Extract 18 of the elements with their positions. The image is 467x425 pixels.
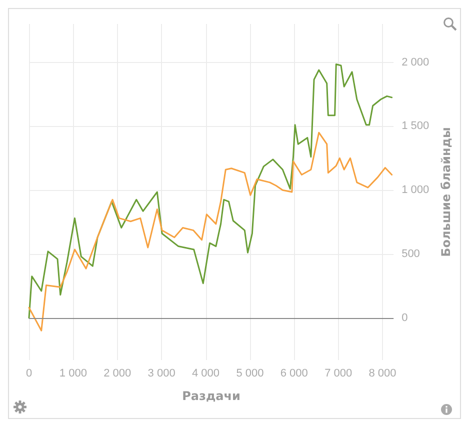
- line-series: [28, 63, 393, 319]
- y-axis-title: Большие блайнды: [439, 127, 453, 257]
- x-tick-label: 6 000: [280, 368, 308, 380]
- x-tick-label: 8 000: [368, 368, 396, 380]
- x-tick-label: 2 000: [104, 368, 132, 380]
- x-tick-label: 7 000: [324, 368, 352, 380]
- x-tick-label: 0: [26, 368, 32, 380]
- y-tick-label: 0: [402, 312, 408, 324]
- x-tick-label: 5 000: [236, 368, 264, 380]
- x-axis-title: Раздачи: [182, 389, 240, 403]
- y-tick-label: 1 000: [402, 184, 430, 196]
- x-tick-label: 3 000: [148, 368, 176, 380]
- y-tick-label: 500: [402, 248, 420, 260]
- x-tick-label: 4 000: [192, 368, 220, 380]
- x-tick-label: 1 000: [59, 368, 87, 380]
- line-series: [28, 132, 393, 332]
- y-tick-label: 2 000: [402, 56, 430, 68]
- y-tick-label: 1 500: [402, 120, 430, 132]
